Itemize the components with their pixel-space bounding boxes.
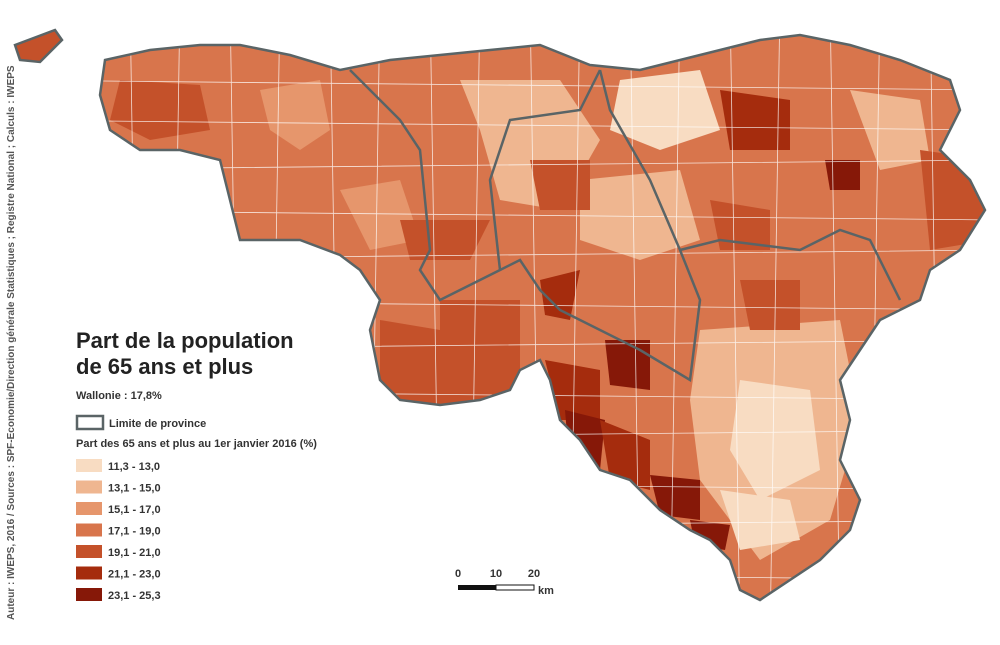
legend-swatch <box>76 480 102 494</box>
legend-title: Part des 65 ans et plus au 1er janvier 2… <box>76 438 317 450</box>
legend-swatch <box>76 523 102 537</box>
legend-swatch <box>76 459 102 472</box>
scale-tick: 10 <box>490 568 502 580</box>
legend-swatch <box>76 566 102 580</box>
scale-bar: 0 10 20 km <box>455 568 554 597</box>
province-label: Limite de province <box>109 418 206 430</box>
legend-label: 19,1 - 21,0 <box>108 547 161 559</box>
legend-label: 17,1 - 19,0 <box>108 526 161 538</box>
scale-tick: 20 <box>528 568 540 580</box>
legend-label: 21,1 - 23,0 <box>108 569 161 581</box>
scale-unit: km <box>538 585 554 597</box>
map-title: Part de la population <box>76 328 294 353</box>
legend-label: 15,1 - 17,0 <box>108 504 161 516</box>
legend-swatch <box>76 588 102 601</box>
legend-label: 13,1 - 15,0 <box>108 483 161 495</box>
legend-label: 11,3 - 13,0 <box>108 461 160 473</box>
scale-segment <box>458 585 496 590</box>
map-title: de 65 ans et plus <box>76 354 253 379</box>
source-text: Auteur : IWEPS, 2016 / Sources : SPF-Eco… <box>6 65 17 620</box>
subtitle: Wallonie : 17,8% <box>76 390 162 402</box>
legend-swatch <box>76 545 102 558</box>
legend-swatch <box>76 502 102 515</box>
province-borders <box>13 28 987 602</box>
legend: 11,3 - 13,0 13,1 - 15,0 15,1 - 17,0 17,1 - … <box>76 459 161 602</box>
legend-label: 23,1 - 25,3 <box>108 590 161 602</box>
scale-tick: 0 <box>455 568 461 580</box>
province-swatch <box>75 414 105 431</box>
scale-segment <box>495 584 535 591</box>
